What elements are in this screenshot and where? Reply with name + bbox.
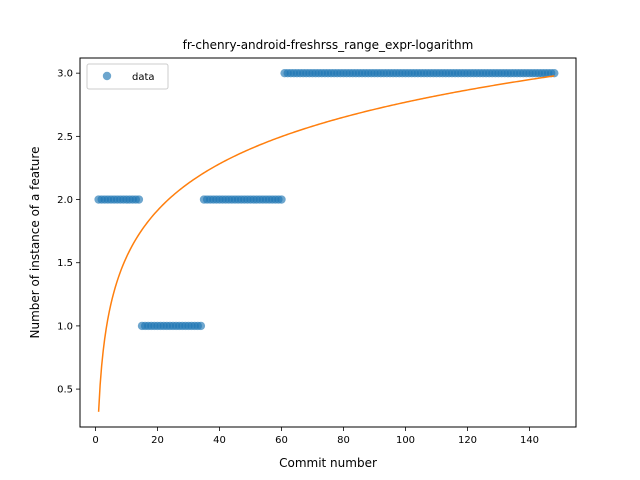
y-tick-label: 1.5: [57, 258, 73, 269]
legend-marker-data: [103, 72, 111, 80]
x-tick-label: 120: [458, 435, 477, 446]
x-tick-label: 100: [396, 435, 415, 446]
data-point: [135, 195, 143, 203]
x-tick-label: 140: [520, 435, 539, 446]
legend-box: [87, 64, 168, 89]
x-tick-label: 60: [275, 435, 288, 446]
y-tick-label: 3.0: [57, 69, 73, 80]
y-tick-label: 2.0: [57, 195, 73, 206]
chart-title: fr-chenry-android-freshrss_range_expr-lo…: [183, 38, 474, 52]
y-tick-label: 1.0: [57, 321, 73, 332]
legend: data: [87, 64, 168, 89]
x-tick-label: 20: [151, 435, 164, 446]
data-point: [197, 322, 205, 330]
x-axis-label: Commit number: [279, 456, 377, 470]
y-tick-label: 0.5: [57, 385, 73, 396]
x-tick-label: 40: [213, 435, 226, 446]
y-tick-label: 2.5: [57, 132, 73, 143]
legend-label-data: data: [132, 72, 155, 83]
x-tick-label: 80: [337, 435, 350, 446]
data-point: [277, 195, 285, 203]
y-axis-label: Number of instance of a feature: [28, 147, 42, 339]
x-tick-label: 0: [92, 435, 98, 446]
